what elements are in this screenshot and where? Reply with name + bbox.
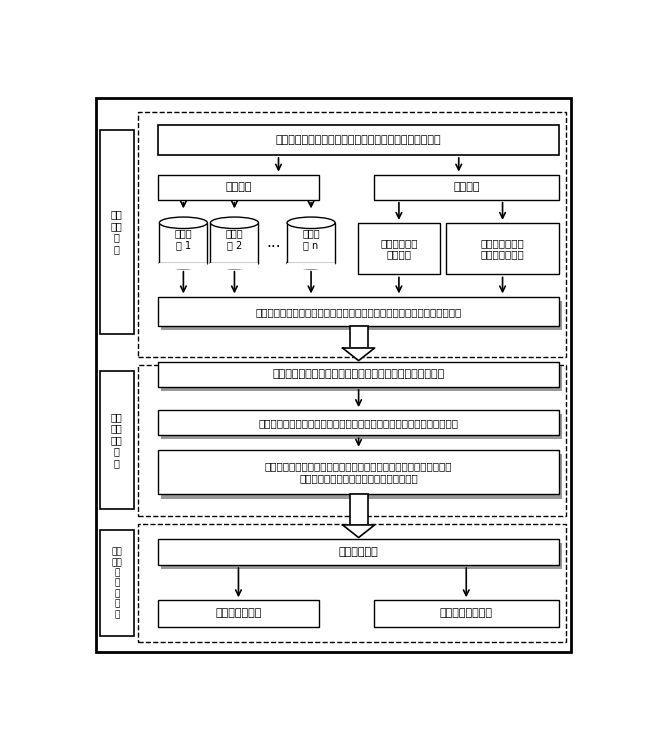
Text: 编程实现：将所读取的属性数据数据的数值赋给所选地理模型进行计
算，并将计算结果保存到对拉的栅格单元中: 编程实现：将所读取的属性数据数据的数值赋给所选地理模型进行计 算，并将计算结果保… — [265, 461, 452, 483]
FancyBboxPatch shape — [158, 450, 559, 495]
Text: 辅助
编程
计算
阶
段: 辅助 编程 计算 阶 段 — [111, 412, 123, 468]
FancyBboxPatch shape — [158, 362, 559, 387]
FancyBboxPatch shape — [158, 539, 559, 565]
FancyBboxPatch shape — [162, 454, 562, 498]
Ellipse shape — [160, 257, 207, 269]
FancyBboxPatch shape — [446, 223, 559, 275]
Text: 编程实现：根据专题图，分别读取每个栅格单元中对拉的属性数据的数值: 编程实现：根据专题图，分别读取每个栅格单元中对拉的属性数据的数值 — [258, 418, 459, 427]
FancyBboxPatch shape — [373, 601, 559, 627]
FancyBboxPatch shape — [358, 223, 440, 275]
Text: 模型参
数 1: 模型参 数 1 — [174, 228, 193, 250]
FancyBboxPatch shape — [373, 175, 559, 200]
Text: 空间数据: 空间数据 — [453, 182, 479, 192]
FancyBboxPatch shape — [162, 414, 562, 439]
FancyBboxPatch shape — [158, 175, 318, 200]
FancyBboxPatch shape — [287, 263, 335, 269]
Text: 属性数据: 属性数据 — [225, 182, 252, 192]
FancyBboxPatch shape — [96, 98, 571, 653]
FancyBboxPatch shape — [160, 223, 207, 263]
FancyBboxPatch shape — [99, 530, 134, 636]
FancyBboxPatch shape — [211, 223, 258, 263]
Text: 模型参
数 2: 模型参 数 2 — [225, 228, 244, 250]
FancyBboxPatch shape — [158, 298, 559, 326]
Polygon shape — [342, 348, 375, 360]
Text: 模型参
数 n: 模型参 数 n — [302, 228, 320, 250]
Text: 利用地理信息系统工具，制作以研究对象区域的属性数据为主题的专题地图: 利用地理信息系统工具，制作以研究对象区域的属性数据为主题的专题地图 — [255, 307, 462, 317]
FancyBboxPatch shape — [158, 125, 559, 155]
Ellipse shape — [211, 217, 258, 228]
FancyBboxPatch shape — [99, 130, 134, 333]
Ellipse shape — [211, 257, 258, 269]
Text: 编程实现：根据所选地理模型的自身尺度确定栅格单元大小: 编程实现：根据所选地理模型的自身尺度确定栅格单元大小 — [273, 369, 444, 380]
Text: 计算结果数值输出: 计算结果数值输出 — [440, 609, 493, 618]
Text: ...: ... — [266, 236, 281, 251]
FancyBboxPatch shape — [158, 601, 318, 627]
Text: 结果
处理
与
表
达
阶
段: 结果 处理 与 表 达 阶 段 — [111, 548, 122, 619]
Text: 选择地理模型（确定计算需要的参数及模型的自身尺度）: 选择地理模型（确定计算需要的参数及模型的自身尺度） — [276, 135, 441, 145]
Ellipse shape — [287, 217, 335, 228]
Text: 属性数据相匹配
的行政边界数据: 属性数据相匹配 的行政边界数据 — [481, 238, 525, 260]
FancyBboxPatch shape — [158, 410, 559, 436]
Text: 研究对象区域
边界数据: 研究对象区域 边界数据 — [380, 238, 418, 260]
Ellipse shape — [160, 217, 207, 228]
FancyBboxPatch shape — [162, 366, 562, 391]
FancyBboxPatch shape — [349, 326, 368, 348]
Ellipse shape — [287, 257, 335, 269]
Text: 计算结果表达: 计算结果表达 — [339, 547, 379, 557]
FancyBboxPatch shape — [162, 543, 562, 569]
Text: 前期
准备
阶
段: 前期 准备 阶 段 — [111, 210, 123, 254]
FancyBboxPatch shape — [211, 263, 258, 269]
Text: 计算结果分级图: 计算结果分级图 — [215, 609, 262, 618]
FancyBboxPatch shape — [99, 371, 134, 509]
FancyBboxPatch shape — [160, 263, 207, 269]
Polygon shape — [342, 525, 375, 538]
FancyBboxPatch shape — [349, 495, 368, 525]
FancyBboxPatch shape — [287, 223, 335, 263]
FancyBboxPatch shape — [162, 301, 562, 330]
